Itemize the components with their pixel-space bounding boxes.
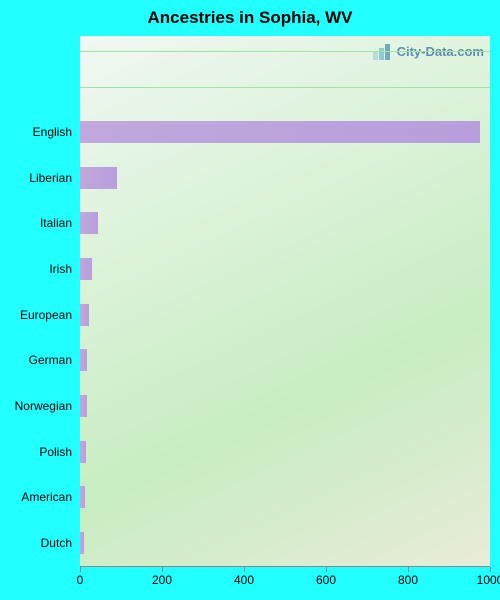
- gridline: [80, 51, 490, 52]
- plot-area: City-Data.com 02004006008001000 EnglishL…: [80, 36, 490, 566]
- chart-container: Ancestries in Sophia, WV City-Data.com 0…: [0, 0, 500, 600]
- x-tick: [408, 567, 409, 572]
- y-axis-label: Dutch: [41, 536, 80, 550]
- x-tick-label: 1000: [477, 573, 500, 587]
- bar: [80, 121, 480, 143]
- plot-background: [80, 36, 490, 566]
- y-axis-label: American: [21, 490, 80, 504]
- y-axis-label: German: [29, 353, 80, 367]
- y-axis-label: European: [20, 308, 80, 322]
- y-axis-label: Norwegian: [15, 399, 80, 413]
- x-tick: [80, 567, 81, 572]
- y-axis-label: Liberian: [29, 171, 80, 185]
- bar: [80, 349, 87, 371]
- bar: [80, 395, 87, 417]
- y-axis-label: English: [33, 125, 80, 139]
- chart-title: Ancestries in Sophia, WV: [0, 8, 500, 28]
- bar: [80, 304, 89, 326]
- x-tick: [244, 567, 245, 572]
- bar: [80, 441, 86, 463]
- bar: [80, 258, 92, 280]
- y-axis-label: Italian: [40, 216, 80, 230]
- x-tick-label: 400: [234, 573, 254, 587]
- y-axis-label: Polish: [39, 445, 80, 459]
- x-tick-label: 800: [398, 573, 418, 587]
- y-axis-label: Irish: [49, 262, 80, 276]
- x-tick-label: 600: [316, 573, 336, 587]
- bar: [80, 486, 85, 508]
- x-tick: [162, 567, 163, 572]
- bar: [80, 167, 117, 189]
- bar: [80, 212, 98, 234]
- x-tick: [326, 567, 327, 572]
- x-tick-label: 200: [152, 573, 172, 587]
- gridline: [80, 87, 490, 88]
- x-tick: [490, 567, 491, 572]
- x-axis: 02004006008001000: [80, 566, 490, 567]
- bar: [80, 532, 84, 554]
- x-tick-label: 0: [77, 573, 84, 587]
